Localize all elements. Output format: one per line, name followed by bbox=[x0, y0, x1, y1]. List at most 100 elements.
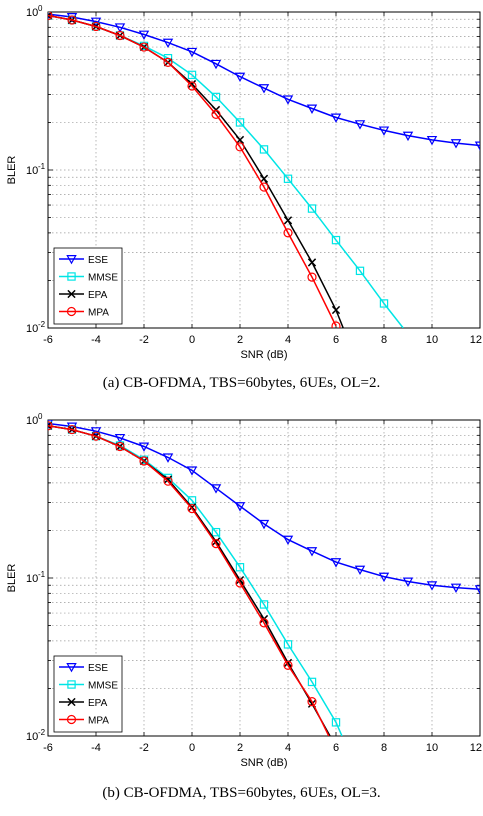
x-tick-label: 8 bbox=[381, 334, 387, 346]
data-point bbox=[306, 104, 318, 114]
x-tick-label: 4 bbox=[285, 742, 291, 754]
data-point bbox=[330, 113, 342, 123]
x-tick-label: 2 bbox=[237, 742, 243, 754]
legend-marker bbox=[67, 697, 76, 707]
legend-label: ESE bbox=[88, 663, 108, 674]
x-tick-label: -6 bbox=[43, 742, 53, 754]
data-point bbox=[235, 578, 245, 588]
data-point bbox=[48, 12, 53, 20]
data-point bbox=[354, 565, 366, 576]
data-point bbox=[235, 563, 245, 572]
data-point bbox=[378, 126, 390, 136]
x-tick-label: 0 bbox=[189, 334, 195, 346]
data-point bbox=[450, 139, 462, 149]
data-point bbox=[307, 258, 317, 267]
x-axis-label: SNR (dB) bbox=[240, 757, 287, 769]
data-point bbox=[307, 677, 317, 687]
y-tick-label: 10 0 bbox=[26, 412, 43, 427]
legend-marker bbox=[66, 663, 77, 673]
data-point bbox=[138, 30, 150, 40]
data-point bbox=[211, 92, 221, 102]
data-point bbox=[115, 30, 125, 41]
x-tick-label: 6 bbox=[333, 742, 339, 754]
y-tick-label: 10 -2 bbox=[26, 320, 46, 335]
data-point bbox=[115, 441, 125, 452]
data-point bbox=[258, 519, 270, 530]
data-point bbox=[187, 70, 197, 80]
series-line-mpa bbox=[48, 14, 337, 327]
data-point bbox=[187, 496, 197, 505]
data-point bbox=[331, 235, 341, 245]
data-point bbox=[139, 42, 149, 52]
data-point bbox=[163, 476, 173, 486]
data-point bbox=[259, 600, 269, 609]
data-point bbox=[259, 145, 269, 154]
x-tick-label: -4 bbox=[91, 334, 101, 346]
y-tick-base: 10 bbox=[26, 7, 38, 19]
y-tick-exp: -2 bbox=[38, 320, 46, 329]
legend-marker bbox=[67, 289, 76, 299]
data-point bbox=[235, 135, 245, 145]
x-tick-label: -2 bbox=[139, 742, 149, 754]
data-point bbox=[48, 12, 53, 20]
data-point bbox=[234, 502, 246, 512]
series-ese bbox=[48, 12, 480, 151]
x-axis-label: SNR (dB) bbox=[240, 349, 287, 361]
series-mpa bbox=[48, 421, 330, 736]
data-point bbox=[402, 131, 414, 142]
data-point bbox=[378, 572, 390, 583]
legend-label: MPA bbox=[88, 716, 109, 727]
figure-caption-b: (b) CB-OFDMA, TBS=60bytes, 6UEs, OL=3. bbox=[102, 785, 381, 801]
data-point bbox=[259, 618, 269, 628]
x-tick-label: 12 bbox=[470, 334, 482, 346]
data-point bbox=[474, 141, 480, 151]
y-tick-exp: 0 bbox=[38, 4, 43, 13]
x-tick-label: 12 bbox=[470, 742, 482, 754]
data-point bbox=[234, 72, 246, 83]
legend-marker bbox=[67, 272, 76, 281]
data-point bbox=[163, 475, 173, 484]
y-tick-base: 10 bbox=[26, 323, 38, 335]
chart-panel-b: -6 -4 -2 0 2 4 6 8 10 12 10 0 10 -1 10 -2 SNR (dB) BLER ES… bbox=[0, 408, 483, 816]
data-point bbox=[186, 466, 198, 476]
x-tick-label: 6 bbox=[333, 334, 339, 346]
figure-caption-a: (a) CB-OFDMA, TBS=60bytes, 6UEs, OL=2. bbox=[102, 375, 381, 391]
chart-panel-a: -6 -4 -2 0 2 4 6 8 10 12 10 0 10 -1 10 -2 SNR (dB) BLER ES… bbox=[6, 4, 482, 391]
series-line-mpa bbox=[48, 424, 330, 736]
data-point bbox=[283, 216, 293, 225]
x-tick-label: -4 bbox=[91, 742, 101, 754]
data-point bbox=[187, 79, 197, 89]
legend-marker bbox=[67, 680, 76, 689]
data-point bbox=[91, 431, 101, 441]
y-tick-exp: -1 bbox=[38, 162, 46, 171]
legend: ESE MMSE EPA MPA bbox=[53, 655, 123, 733]
data-point bbox=[259, 174, 269, 183]
data-point bbox=[331, 305, 341, 315]
legend-label: ESE bbox=[88, 255, 108, 266]
y-tick-exp: -1 bbox=[38, 570, 46, 579]
legend-label: MMSE bbox=[88, 273, 118, 284]
data-point bbox=[211, 527, 221, 537]
series-ese bbox=[48, 420, 480, 595]
legend-label: EPA bbox=[88, 698, 108, 709]
data-point bbox=[235, 118, 245, 127]
y-tick-label: 10 -1 bbox=[26, 570, 46, 585]
legend: ESE MMSE EPA MPA bbox=[53, 247, 123, 325]
data-point bbox=[138, 442, 150, 452]
data-point bbox=[186, 47, 198, 58]
y-tick-exp: -2 bbox=[38, 728, 46, 737]
legend-marker bbox=[66, 306, 77, 317]
data-point bbox=[259, 182, 269, 192]
x-tick-label: 8 bbox=[381, 742, 387, 754]
data-point bbox=[282, 535, 294, 546]
x-tick-label: 2 bbox=[237, 334, 243, 346]
y-tick-label: 10 0 bbox=[26, 4, 43, 19]
data-point bbox=[162, 453, 174, 463]
data-point bbox=[187, 503, 197, 514]
data-point bbox=[48, 421, 53, 431]
series-mpa bbox=[48, 12, 341, 328]
legend-label: EPA bbox=[88, 290, 108, 301]
data-point bbox=[379, 299, 389, 308]
data-point bbox=[258, 84, 270, 94]
